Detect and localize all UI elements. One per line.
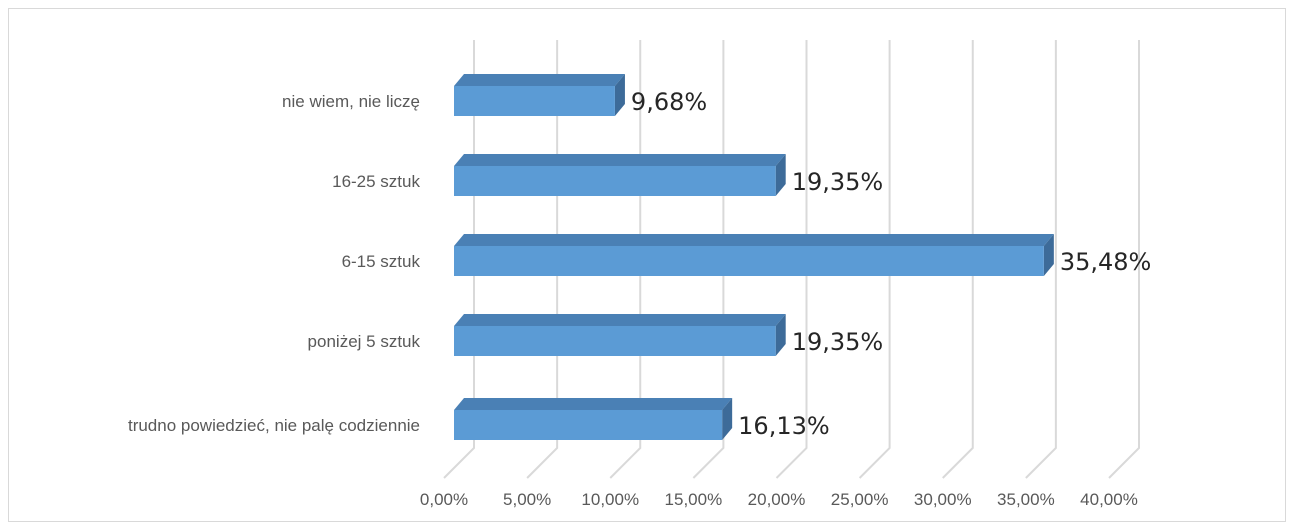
data-labels: 16,13% 19,35% 35,48% 19,35% 9,68% <box>631 88 1151 440</box>
x-tick-label: 5,00% <box>503 490 551 509</box>
data-label: 16,13% <box>738 412 830 440</box>
bar-side-face <box>775 154 786 196</box>
gridline <box>775 40 808 479</box>
bar <box>454 74 625 116</box>
category-label: 6-15 sztuk <box>342 252 421 271</box>
bar-side-face <box>614 74 625 116</box>
bar-top-face <box>454 234 1054 246</box>
bar <box>454 234 1054 276</box>
bar-top-face <box>454 398 733 410</box>
gridline <box>858 40 891 479</box>
bar-front-face <box>454 166 776 196</box>
x-tick-label: 10,00% <box>581 490 639 509</box>
x-tick-label: 20,00% <box>748 490 806 509</box>
bar-side-face <box>1043 234 1054 276</box>
x-tick-label: 15,00% <box>665 490 723 509</box>
x-tick-label: 25,00% <box>831 490 889 509</box>
bar <box>454 314 786 356</box>
category-label: nie wiem, nie liczę <box>282 92 420 111</box>
bar-top-face <box>454 74 625 86</box>
x-tick-label: 40,00% <box>1080 490 1138 509</box>
bar-front-face <box>454 86 615 116</box>
bar <box>454 154 786 196</box>
category-label: 16-25 sztuk <box>332 172 420 191</box>
gridline <box>942 40 974 479</box>
bar-side-face <box>722 398 733 440</box>
bar <box>454 398 733 440</box>
category-labels: trudno powiedzieć, nie palę codziennie po… <box>128 92 421 435</box>
data-label: 9,68% <box>631 88 707 116</box>
gridline <box>1108 40 1140 479</box>
data-label: 19,35% <box>792 328 884 356</box>
bars <box>454 74 1054 440</box>
category-label: poniżej 5 sztuk <box>308 332 421 351</box>
bar-front-face <box>454 410 723 440</box>
bar-side-face <box>775 314 786 356</box>
gridline <box>1025 40 1057 479</box>
x-tick-label: 0,00% <box>420 490 468 509</box>
x-tick-label: 35,00% <box>997 490 1055 509</box>
bar-front-face <box>454 326 776 356</box>
bar-front-face <box>454 246 1044 276</box>
x-tick-label: 30,00% <box>914 490 972 509</box>
data-label: 19,35% <box>792 168 884 196</box>
category-label: trudno powiedzieć, nie palę codziennie <box>128 416 420 435</box>
x-axis-tick-labels: 0,00% 5,00% 10,00% 15,00% 20,00% 25,00% 30,00%… <box>420 490 1138 509</box>
bar-top-face <box>454 314 786 326</box>
data-label: 35,48% <box>1060 248 1152 276</box>
bar-top-face <box>454 154 786 166</box>
